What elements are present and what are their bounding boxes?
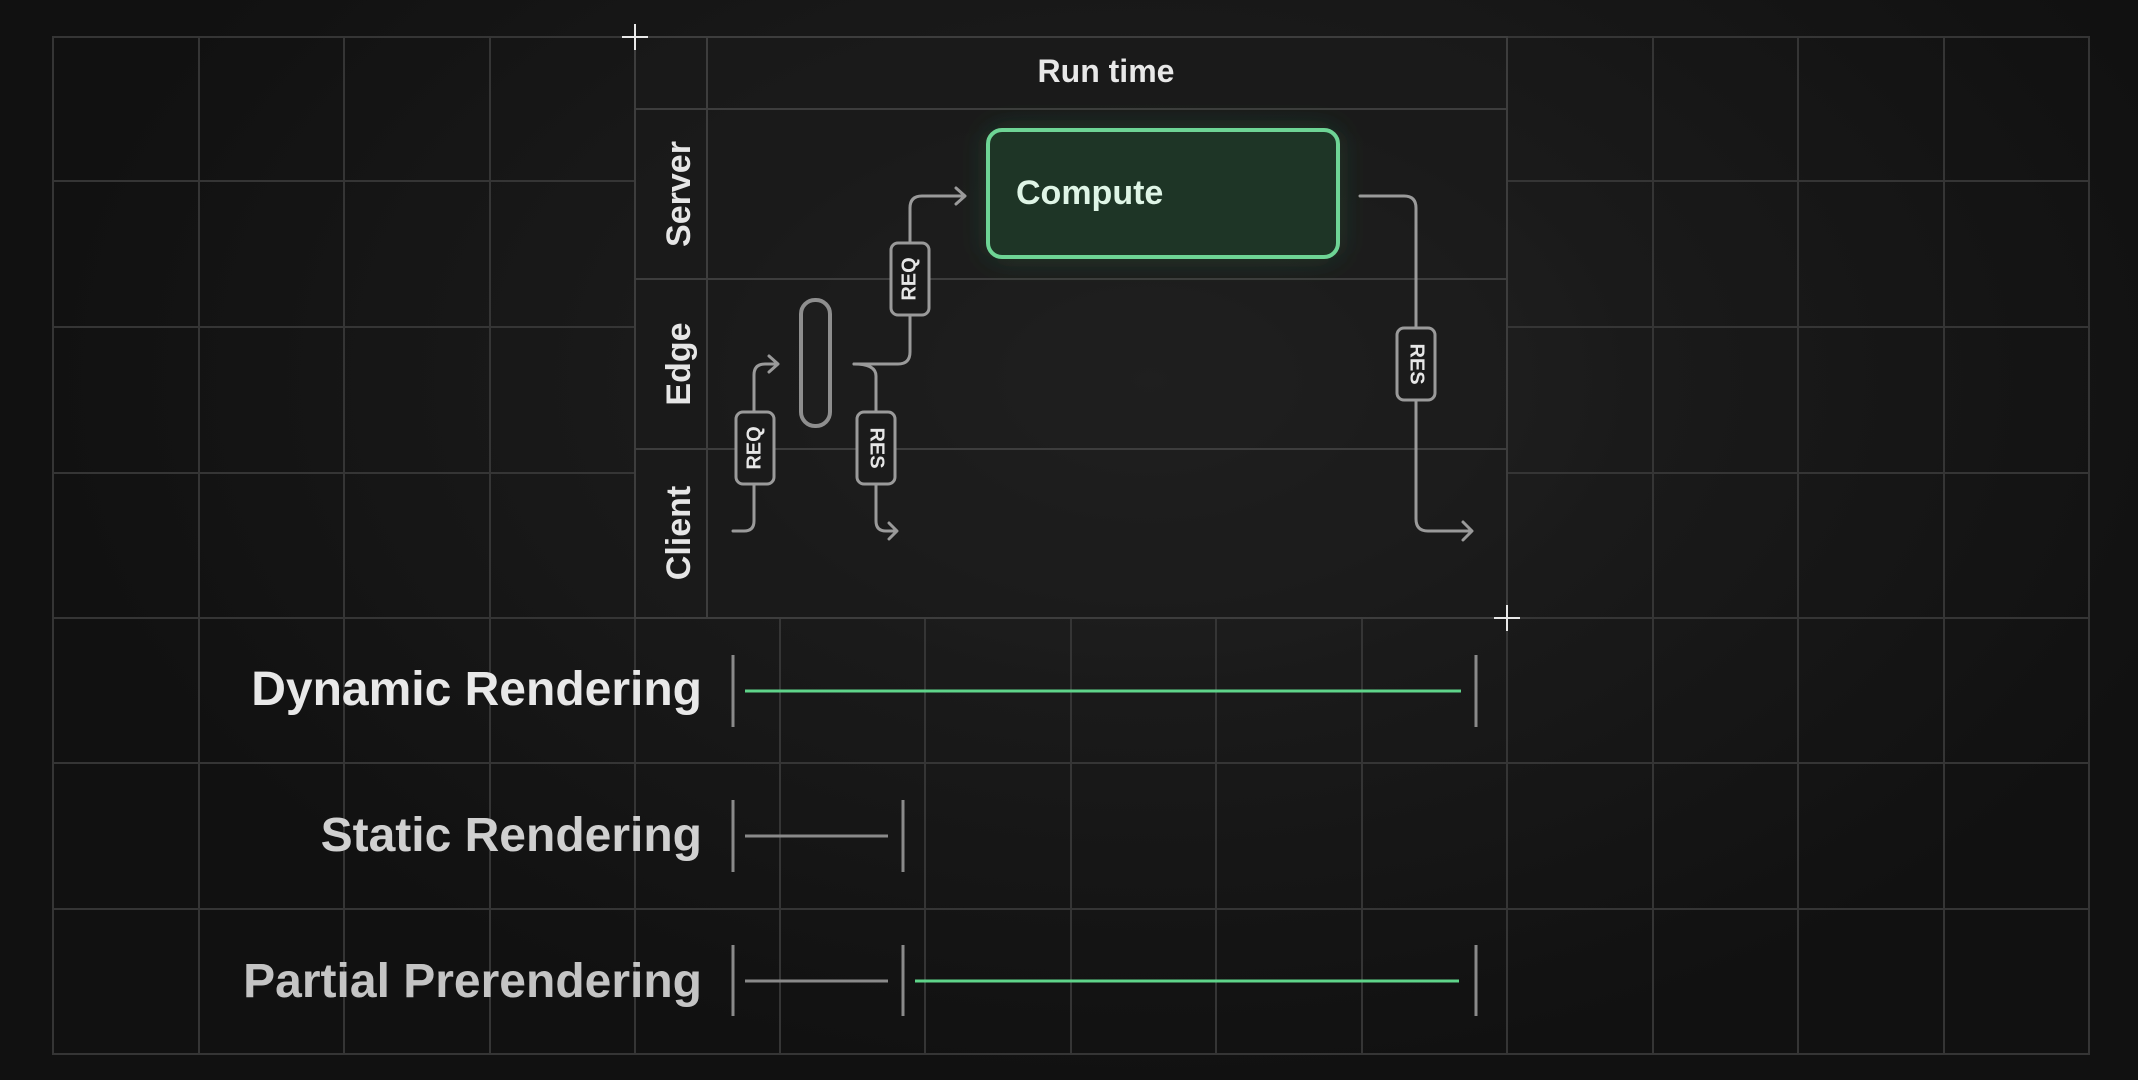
compute-box: Compute xyxy=(986,128,1340,259)
lane-label-edge: Edge xyxy=(660,322,698,405)
arrow-head-icon xyxy=(767,354,780,374)
lane-label-client: Client xyxy=(660,486,698,580)
crosshair-icon xyxy=(622,24,648,50)
row-label-static: Static Rendering xyxy=(321,809,702,862)
crosshair-icon xyxy=(1494,605,1520,631)
tag-res-edge-client: RES xyxy=(855,410,897,486)
timeline: Dynamic Rendering Static Rendering Parti… xyxy=(243,655,1478,1016)
arrow-head-icon xyxy=(954,186,967,206)
lane-label-server: Server xyxy=(660,141,698,247)
runtime-header: Run time xyxy=(1038,53,1175,89)
row-label-partial: Partial Prerendering xyxy=(243,955,702,1008)
background-grid xyxy=(52,36,2090,1055)
svg-text:REQ: REQ xyxy=(743,426,765,469)
svg-text:RES: RES xyxy=(1406,343,1428,384)
tag-req-client-edge: REQ xyxy=(734,410,776,486)
arrow-head-icon xyxy=(887,521,899,541)
row-label-dynamic: Dynamic Rendering xyxy=(251,663,702,716)
edge-node xyxy=(799,298,832,428)
tag-req-edge-server: REQ xyxy=(889,241,931,317)
compute-label: Compute xyxy=(1016,174,1163,212)
svg-text:REQ: REQ xyxy=(898,257,920,300)
tag-res-server-client: RES xyxy=(1395,326,1437,402)
runtime-panel xyxy=(634,36,1508,619)
arrow-head-icon xyxy=(1461,520,1474,542)
svg-text:RES: RES xyxy=(866,427,888,468)
